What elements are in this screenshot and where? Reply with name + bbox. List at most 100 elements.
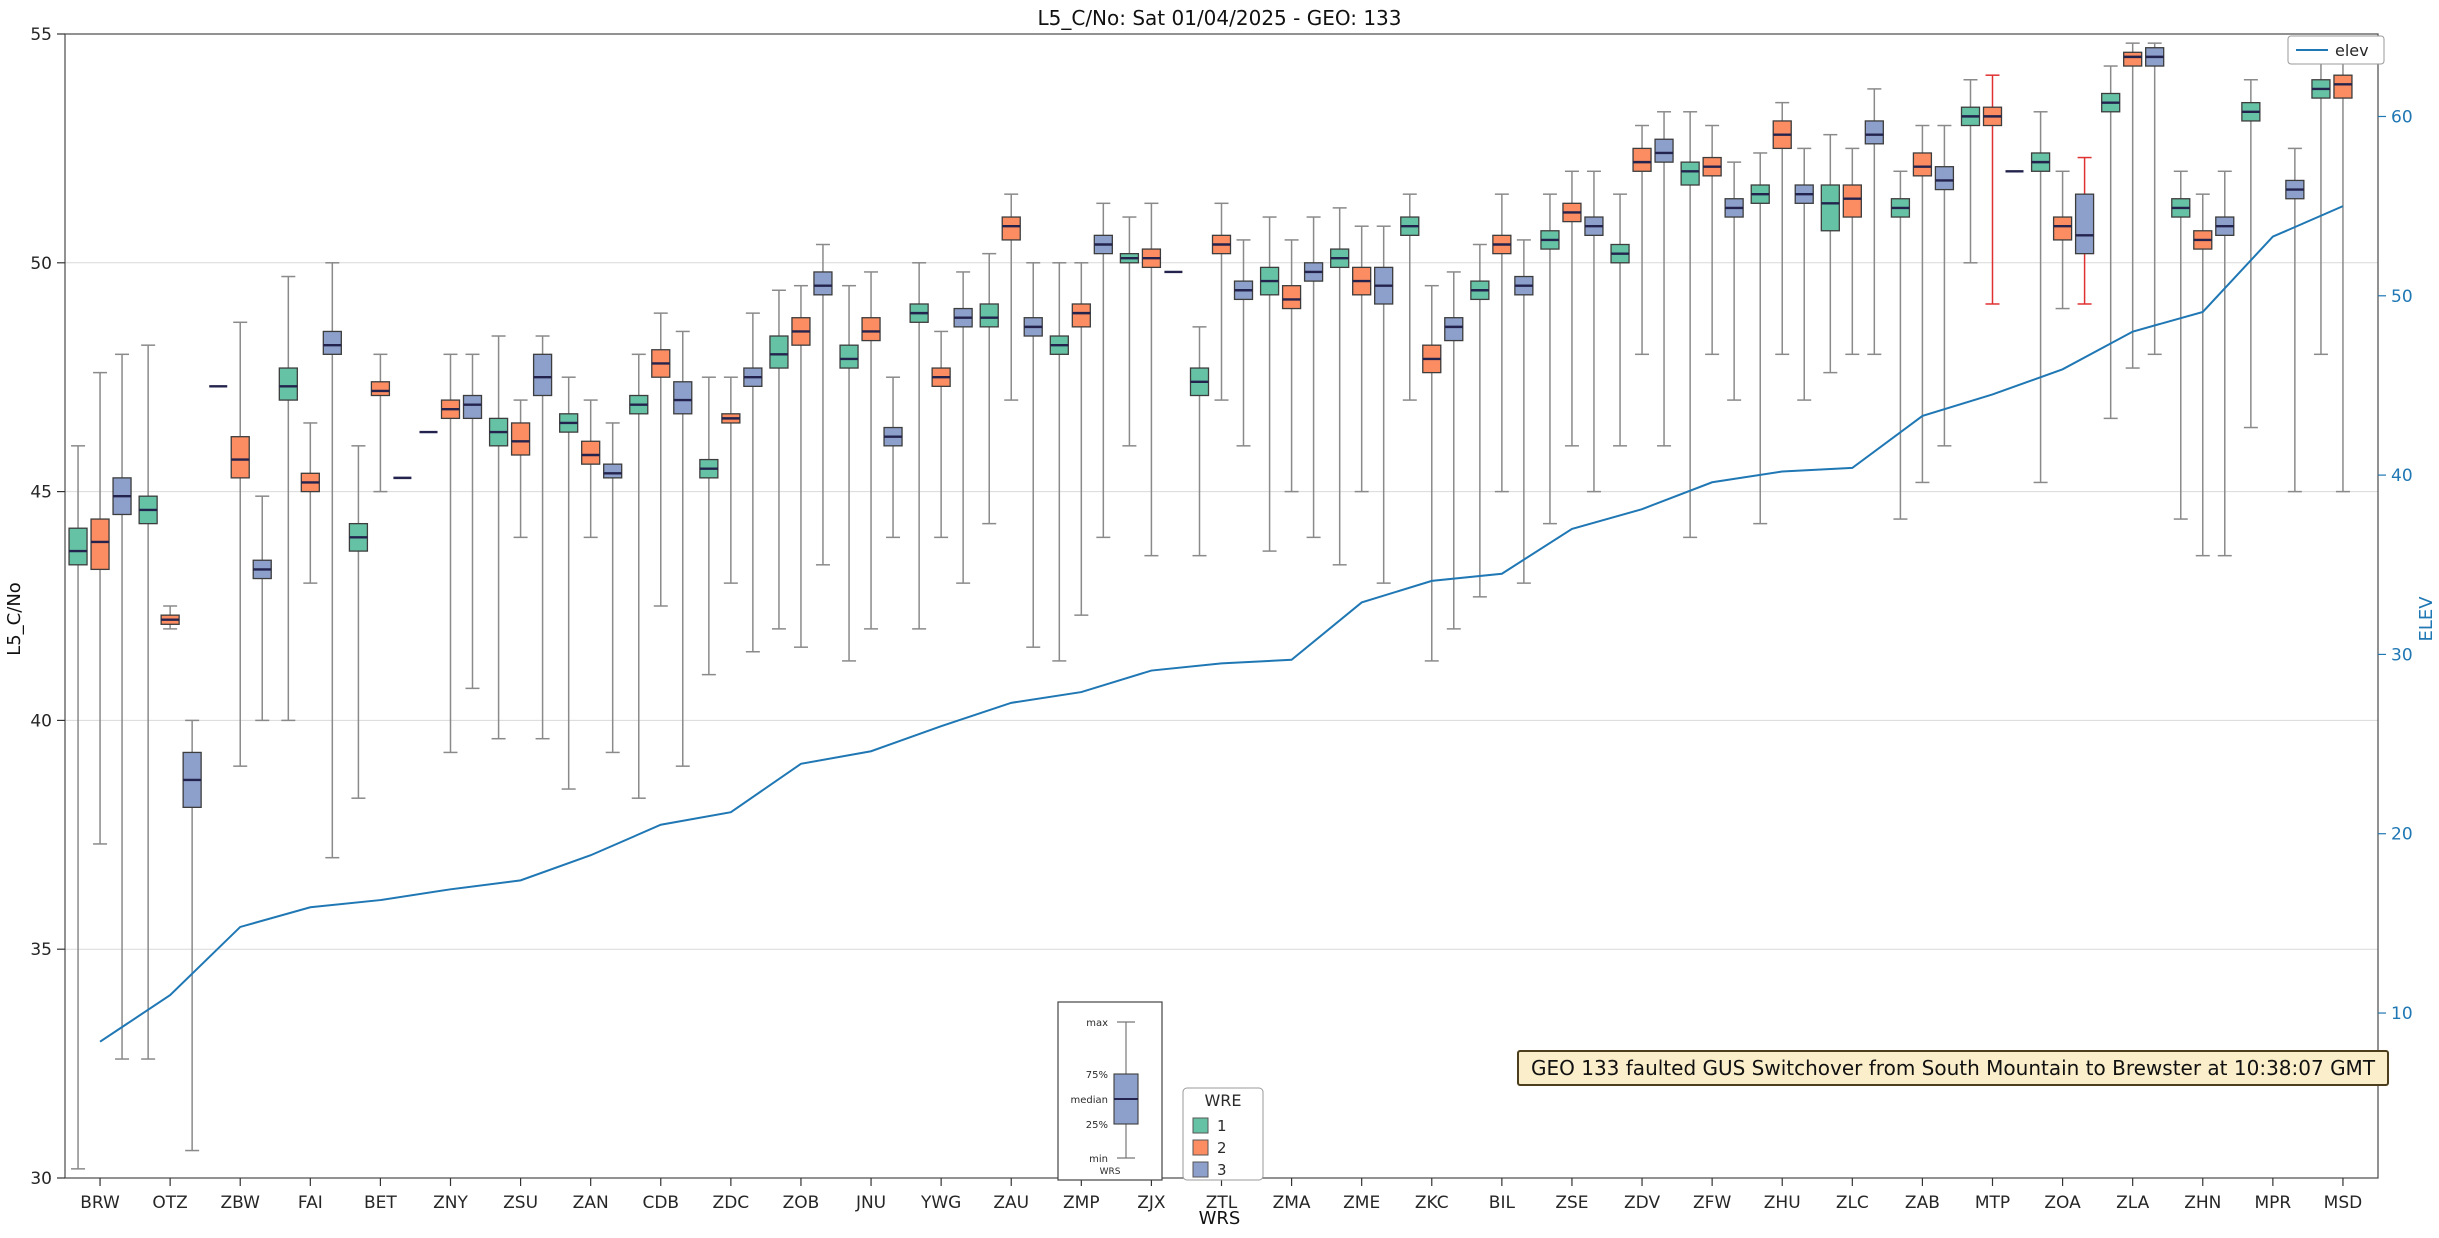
box-ZLA-wre3 [2145, 42, 2165, 356]
svg-text:WRE: WRE [1204, 1091, 1241, 1110]
box-ZOB-wre3 [813, 243, 833, 566]
y-axis-ticks: 30 35 40 45 50 55 [30, 25, 65, 1189]
box-ZAB-wre3 [1934, 124, 1955, 447]
svg-text:ZHN: ZHN [2184, 1193, 2221, 1213]
svg-text:50: 50 [2391, 287, 2413, 307]
box-ZDC-wre1 [699, 376, 719, 676]
svg-text:BRW: BRW [80, 1193, 120, 1213]
svg-text:YWG: YWG [920, 1193, 961, 1213]
box-ZSU-wre3 [532, 335, 553, 740]
box-CDB-wre3 [673, 330, 693, 767]
box-ZHU-wre3 [1794, 147, 1814, 401]
box-FAI-wre1 [278, 275, 298, 722]
svg-text:45: 45 [30, 483, 52, 503]
box-ZKC-wre3 [1444, 271, 1464, 630]
svg-text:2: 2 [1217, 1139, 1227, 1157]
box-ZAN-wre2 [581, 399, 601, 539]
svg-text:75%: 75% [1086, 1070, 1108, 1081]
box-ZLC-wre1 [1820, 133, 1840, 374]
box-ZME-wre2 [1352, 225, 1372, 493]
box-ZAU-wre3 [1023, 262, 1043, 648]
chart-title: L5_C/No: Sat 01/04/2025 - GEO: 133 [1037, 6, 1402, 30]
box-ZAB-wre1 [1890, 170, 1911, 520]
box-YWG-wre1 [909, 262, 929, 630]
box-OTZ-wre1 [138, 344, 158, 1060]
box-ZHU-wre1 [1750, 152, 1770, 525]
box-ZSE-wre3 [1584, 170, 1604, 493]
svg-text:MPR: MPR [2254, 1193, 2291, 1213]
box-JNU-wre2 [861, 271, 881, 630]
svg-text:20: 20 [2391, 825, 2413, 845]
box-ZMP-wre1 [1049, 262, 1069, 662]
svg-text:elev: elev [2335, 41, 2369, 60]
svg-text:ZJX: ZJX [1137, 1193, 1166, 1213]
svg-text:ZHU: ZHU [1764, 1193, 1801, 1213]
box-ZSU-wre1 [488, 335, 509, 740]
svg-text:ZSE: ZSE [1555, 1193, 1588, 1213]
box-ZOA-wre3 [2074, 156, 2095, 305]
box-OTZ-wre3 [182, 719, 202, 1152]
box-CDB-wre1 [629, 353, 649, 799]
svg-text:JNU: JNU [855, 1193, 886, 1213]
box-ZDV-wre3 [1654, 111, 1674, 447]
svg-text:ZSU: ZSU [503, 1193, 538, 1213]
svg-text:ZTL: ZTL [1206, 1193, 1238, 1213]
box-BET-wre1 [348, 445, 369, 799]
box-ZKC-wre2 [1422, 284, 1442, 662]
box-ZMP-wre3 [1093, 202, 1113, 539]
svg-text:3: 3 [1217, 1161, 1227, 1179]
svg-text:30: 30 [30, 1169, 52, 1189]
svg-text:BET: BET [364, 1193, 397, 1213]
svg-text:OTZ: OTZ [152, 1193, 187, 1213]
svg-text:35: 35 [30, 940, 52, 960]
box-ZFW-wre3 [1724, 161, 1744, 401]
box-BRW-wre2 [90, 371, 110, 845]
svg-text:40: 40 [2391, 466, 2413, 486]
box-ZNY-wre3 [462, 353, 483, 690]
svg-text:40: 40 [30, 711, 52, 731]
box-ZOB-wre1 [769, 289, 789, 630]
boxplot-key-inset: max 75% median 25% min WRS [1057, 1001, 1163, 1181]
box-BRW-wre3 [112, 353, 132, 1060]
box-ZOA-wre1 [2030, 111, 2051, 484]
svg-text:ZME: ZME [1343, 1193, 1380, 1213]
box-ZHN-wre1 [2171, 170, 2191, 520]
box-MSD-wre2 [2333, 56, 2353, 493]
svg-text:ZMP: ZMP [1063, 1193, 1100, 1213]
box-ZAU-wre2 [1001, 193, 1021, 401]
svg-text:1: 1 [1217, 1117, 1227, 1135]
y-axis-label: L5_C/No [4, 582, 25, 656]
svg-text:ZLA: ZLA [2116, 1193, 2150, 1213]
box-ZHU-wre2 [1772, 101, 1792, 356]
box-ZDC-wre2 [721, 376, 741, 584]
svg-text:ZDV: ZDV [1624, 1193, 1660, 1213]
box-ZHN-wre3 [2215, 170, 2235, 557]
boxplot-series [68, 42, 2353, 1170]
box-ZOB-wre2 [791, 284, 811, 648]
box-ZLA-wre2 [2123, 42, 2143, 369]
box-ZJX-wre2 [1141, 202, 1162, 557]
box-ZLC-wre3 [1864, 88, 1884, 356]
svg-text:ZAN: ZAN [573, 1193, 609, 1213]
box-ZAB-wre2 [1912, 124, 1933, 484]
box-ZTL-wre2 [1211, 202, 1232, 401]
annotation-box: GEO 133 faulted GUS Switchover from Sout… [1517, 1050, 2390, 1086]
svg-text:50: 50 [30, 254, 52, 274]
svg-text:median: median [1071, 1095, 1109, 1106]
svg-text:ZMA: ZMA [1273, 1193, 1311, 1213]
svg-text:ZNY: ZNY [433, 1193, 468, 1213]
box-ZTL-wre1 [1189, 326, 1210, 557]
svg-text:MTP: MTP [1975, 1193, 2010, 1213]
svg-text:WRS: WRS [1100, 1167, 1121, 1177]
box-ZKC-wre1 [1400, 193, 1420, 401]
box-ZME-wre1 [1330, 207, 1350, 566]
box-BIL-wre2 [1492, 193, 1512, 493]
svg-text:min: min [1089, 1154, 1108, 1165]
y2-axis-ticks: 10 20 30 40 50 60 [2378, 107, 2413, 1024]
box-BET-wre2 [370, 353, 391, 493]
box-OTZ-wre2 [160, 605, 180, 630]
svg-text:60: 60 [2391, 107, 2413, 127]
svg-text:ZLC: ZLC [1836, 1193, 1869, 1213]
elev-line [99, 205, 2344, 1043]
